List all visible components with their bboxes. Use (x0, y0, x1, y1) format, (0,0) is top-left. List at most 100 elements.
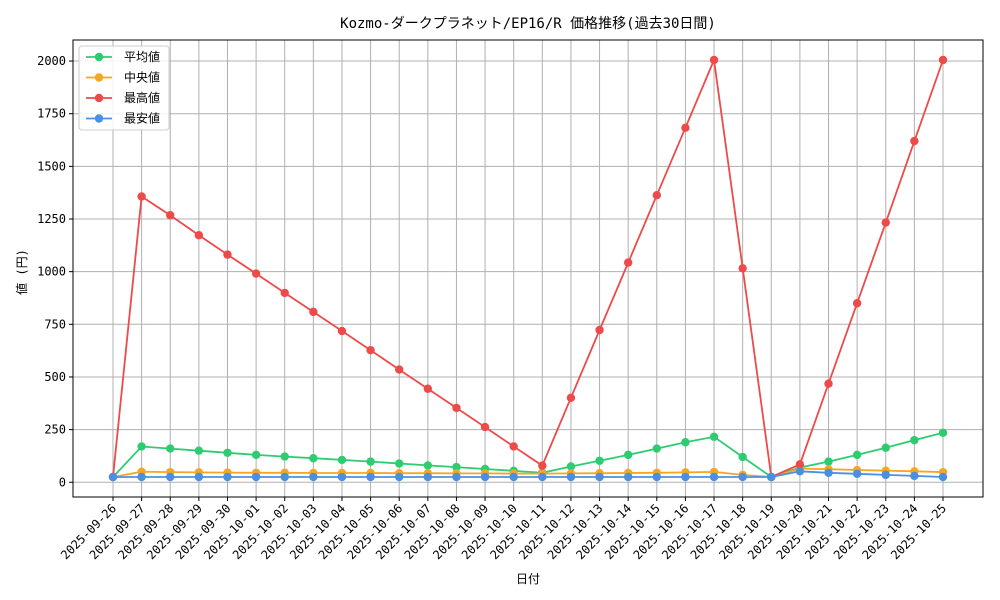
series-3 (108, 55, 948, 482)
legend-marker (94, 73, 104, 82)
data-point (452, 462, 461, 472)
data-point (108, 472, 118, 482)
data-point (566, 472, 576, 482)
data-point (480, 422, 490, 432)
series-layer (108, 55, 948, 482)
y-tick-label: 1500 (37, 159, 66, 173)
data-point (652, 444, 661, 453)
data-point (166, 472, 175, 482)
data-point (709, 55, 719, 65)
data-point (709, 432, 719, 441)
series-line (112, 56, 944, 479)
legend-marker (94, 52, 104, 62)
data-point (623, 258, 633, 267)
data-point (852, 450, 862, 460)
data-point (309, 472, 318, 482)
data-point (423, 384, 433, 393)
data-point (852, 299, 862, 308)
data-point (395, 472, 404, 482)
y-tick-label: 1750 (37, 107, 66, 121)
legend-item: 中央値 (86, 70, 160, 85)
data-point (538, 472, 547, 482)
data-point (137, 442, 146, 451)
legend-label: 中央値 (124, 70, 160, 85)
data-point (223, 472, 232, 482)
data-point (395, 365, 404, 374)
data-point (681, 123, 690, 133)
data-point (767, 472, 776, 482)
grid-lines (73, 40, 983, 497)
data-point (738, 472, 747, 482)
data-point (595, 325, 604, 335)
data-point (194, 472, 204, 482)
data-point (538, 461, 547, 470)
data-point (938, 472, 948, 482)
data-point (795, 467, 805, 476)
data-point (251, 269, 261, 278)
data-point (910, 435, 919, 445)
data-point (566, 393, 576, 403)
data-point (881, 470, 890, 480)
data-point (824, 379, 833, 388)
data-point (938, 55, 948, 65)
y-tick-label: 1000 (37, 265, 66, 279)
series-4 (108, 467, 948, 482)
y-tick-label: 1250 (37, 212, 66, 226)
y-tick-label: 250 (44, 423, 66, 437)
data-point (280, 472, 289, 482)
data-point (337, 472, 347, 482)
data-point (623, 450, 633, 460)
data-point (824, 457, 833, 466)
data-point (795, 460, 805, 469)
data-point (910, 136, 919, 146)
data-point (366, 457, 375, 466)
y-axis-title: 値 (円) (14, 249, 29, 295)
series-line (112, 467, 944, 478)
legend-label: 最高値 (124, 90, 160, 105)
data-point (509, 442, 518, 451)
data-point (938, 428, 948, 437)
data-point (280, 288, 289, 298)
data-point (595, 456, 604, 465)
data-point (881, 218, 890, 227)
series-line (112, 431, 944, 478)
data-point (395, 459, 404, 468)
data-point (452, 403, 461, 413)
y-tick-label: 500 (44, 370, 66, 384)
data-point (852, 469, 862, 479)
data-point (223, 448, 232, 457)
data-point (566, 462, 576, 471)
data-point (194, 231, 204, 240)
data-point (423, 472, 433, 482)
data-point (652, 472, 661, 482)
data-point (652, 191, 661, 200)
data-point (337, 326, 347, 336)
data-point (166, 211, 175, 220)
data-point (366, 346, 375, 355)
data-point (309, 454, 318, 463)
data-point (280, 452, 289, 461)
y-tick-label: 2000 (37, 54, 66, 68)
data-point (681, 472, 690, 482)
data-point (738, 452, 747, 462)
x-axis-title: 日付 (516, 572, 540, 586)
legend-item: 最高値 (86, 90, 160, 105)
data-point (480, 472, 490, 482)
legend-marker (94, 114, 104, 123)
legend-item: 最安値 (86, 111, 160, 126)
data-point (509, 472, 518, 482)
data-point (452, 472, 461, 482)
plot-frame (72, 39, 984, 498)
data-point (709, 472, 719, 482)
data-point (337, 455, 347, 465)
data-point (681, 438, 690, 447)
data-point (824, 468, 833, 477)
y-tick-label: 0 (59, 475, 66, 489)
data-point (595, 472, 604, 482)
series-line (113, 470, 944, 478)
legend-label: 平均値 (124, 49, 160, 64)
y-tick-label: 750 (44, 317, 66, 331)
data-point (251, 472, 261, 482)
